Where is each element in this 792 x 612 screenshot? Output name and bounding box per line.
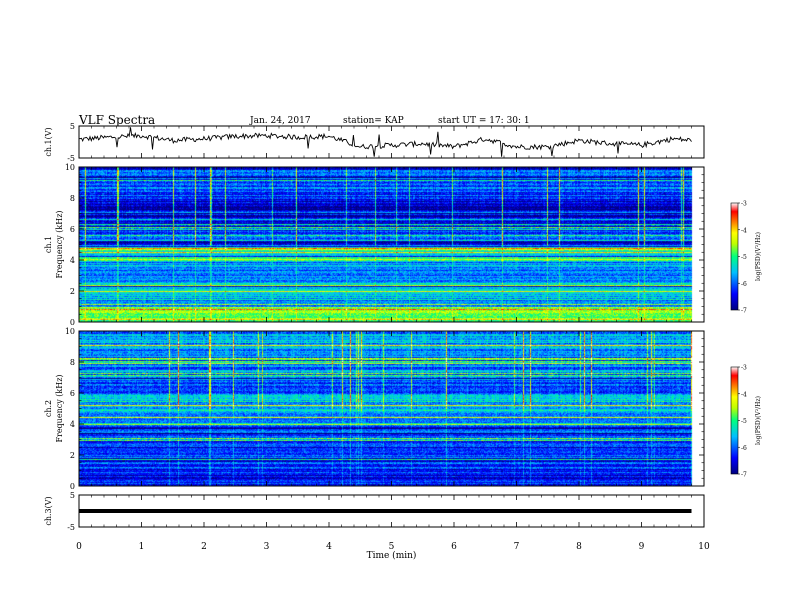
y-axis-label: ch.2 (44, 400, 53, 417)
date-label: Jan. 24, 2017 (250, 116, 311, 126)
x-tick-label: 7 (514, 542, 520, 552)
y-tick-label: 4 (70, 420, 75, 429)
y-tick-label: 4 (70, 256, 75, 265)
x-tick-label: 1 (139, 542, 145, 552)
x-tick-label: 6 (451, 542, 457, 552)
y-axis-label: Frequency (kHz) (55, 374, 64, 442)
y-tick-label: 5 (70, 491, 75, 500)
y-tick-label: 0 (70, 482, 75, 491)
figure-title: VLF Spectra (79, 113, 156, 127)
y-tick-label: 8 (70, 194, 75, 203)
station-label: station= KAP (343, 116, 404, 126)
colorbar-tick-label: -6 (741, 281, 747, 288)
colorbar (730, 366, 739, 475)
start-time-label: start UT = 17: 30: 1 (438, 116, 530, 126)
colorbar-tick-label: -4 (741, 227, 747, 234)
colorbar-tick-label: -3 (741, 365, 747, 372)
x-tick-label: 9 (639, 542, 645, 552)
y-tick-label: -5 (67, 523, 75, 532)
y-tick-label: 2 (70, 451, 75, 460)
y-tick-label: 5 (70, 122, 75, 131)
y-tick-label: 6 (70, 389, 75, 398)
x-tick-label: 0 (76, 542, 82, 552)
x-tick-label: 10 (698, 542, 710, 552)
y-tick-label: 0 (70, 318, 75, 327)
y-axis-label: ch.1(V) (44, 127, 53, 156)
colorbar (730, 202, 739, 311)
x-tick-label: 5 (389, 542, 395, 552)
y-axis-label: ch.3(V) (44, 496, 53, 525)
x-axis-label: Time (min) (367, 550, 417, 561)
ch1-waveform-line (78, 127, 692, 157)
colorbar-label: log(PSD)(V²/Hz) (755, 232, 762, 281)
colorbar-label: log(PSD)(V²/Hz) (755, 396, 762, 445)
spectrogram-images (79, 167, 704, 486)
colorbar-tick-label: -7 (741, 308, 747, 315)
y-tick-label: 10 (65, 327, 75, 336)
y-tick-label: 2 (70, 287, 75, 296)
spectrogram-ch1 (79, 167, 704, 322)
x-tick-label: 2 (201, 542, 207, 552)
y-axis-label: Frequency (kHz) (55, 210, 64, 278)
colorbar-tick-label: -5 (741, 418, 747, 425)
y-axis-label: ch.1 (44, 236, 53, 253)
x-tick-label: 4 (326, 542, 332, 552)
colorbar-tick-label: -7 (741, 472, 747, 479)
colorbar-tick-label: -5 (741, 254, 747, 261)
colorbar-tick-label: -3 (741, 201, 747, 208)
x-tick-label: 8 (576, 542, 582, 552)
y-tick-label: -5 (67, 154, 75, 163)
x-tick-label: 3 (264, 542, 270, 552)
colorbar-tick-label: -6 (741, 445, 747, 452)
colorbar-tick-label: -4 (741, 391, 747, 398)
y-tick-label: 8 (70, 358, 75, 367)
y-tick-label: 6 (70, 225, 75, 234)
spectrogram-ch2 (79, 331, 704, 486)
y-tick-label: 10 (65, 163, 75, 172)
